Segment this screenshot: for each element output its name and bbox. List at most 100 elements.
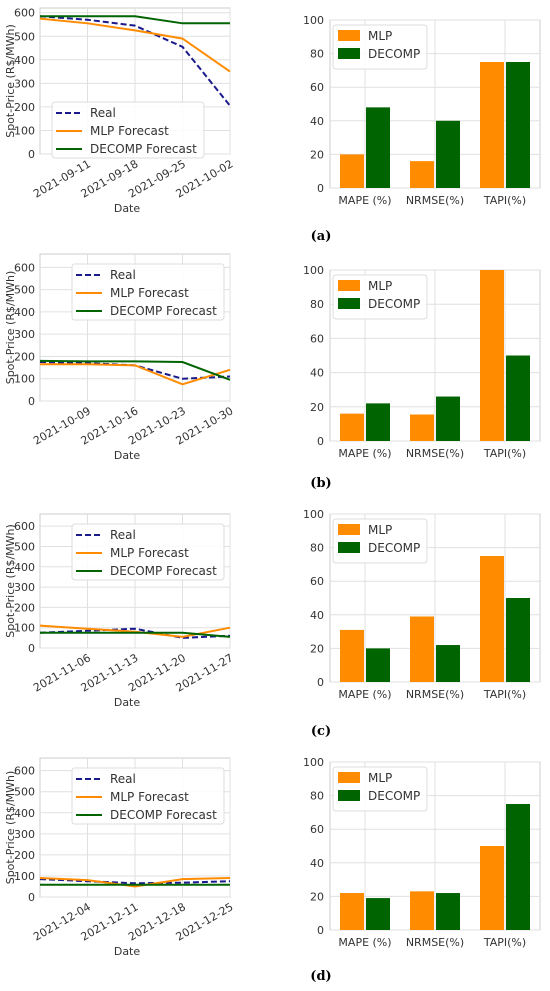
y-tick-label: 80 [310, 790, 324, 803]
y-tick-label: 300 [14, 77, 35, 90]
line-chart-d: 01002003004005006002021-12-042021-12-112… [4, 757, 236, 958]
bar-mlp [410, 891, 434, 930]
y-tick-label: 0 [317, 435, 324, 448]
bar-mlp [480, 270, 504, 441]
x-tick-label: TAPI(%) [483, 447, 526, 460]
legend-label: MLP [368, 29, 392, 43]
legend: Real MLP Forecast DECOMP Forecast [71, 523, 225, 581]
series-line-mlp-forecast [39, 877, 231, 888]
bar-mlp [410, 161, 434, 188]
legend-swatch [338, 280, 360, 291]
y-tick-label: 300 [14, 581, 35, 594]
legend: Real MLP Forecast DECOMP Forecast [71, 263, 225, 321]
legend-label: MLP Forecast [110, 790, 189, 804]
y-tick-label: 0 [28, 148, 35, 161]
bar-decomp [506, 355, 530, 441]
bar-mlp [480, 62, 504, 188]
bar-decomp [366, 898, 390, 930]
legend-label: DECOMP [368, 789, 420, 803]
bar-mlp [340, 154, 364, 188]
x-tick-label: TAPI(%) [483, 194, 526, 207]
legend-label: Real [90, 106, 116, 120]
legend-swatch [338, 48, 360, 59]
legend-label: MLP Forecast [110, 546, 189, 560]
line-chart-a: 01002003004005006002021-09-112021-09-182… [4, 7, 236, 215]
legend-label: DECOMP Forecast [110, 564, 217, 578]
bar-mlp [410, 616, 434, 682]
bar-decomp [366, 403, 390, 441]
panel-caption: (b) [310, 476, 331, 491]
y-tick-label: 400 [14, 561, 35, 574]
y-tick-label: 100 [14, 124, 35, 137]
legend-label: MLP Forecast [110, 286, 189, 300]
y-axis-label: Spot-Price (R$/MWh) [4, 524, 17, 638]
bar-chart-b: 0 20 40 60 80 100 MAPE (%) NRMSE(%) TAPI(%) MLP DE… [303, 264, 541, 460]
y-tick-label: 500 [14, 284, 35, 297]
y-tick-label: 200 [14, 101, 35, 114]
series-line-decomp-forecast [39, 359, 231, 381]
legend-label: DECOMP [368, 297, 420, 311]
y-tick-label: 0 [28, 642, 35, 655]
bar-decomp [436, 645, 460, 682]
legend-label: Real [110, 268, 136, 282]
legend-swatch [338, 298, 360, 309]
bar-decomp [506, 804, 530, 930]
bar-mlp [480, 556, 504, 682]
bar-decomp [506, 598, 530, 682]
series-line-mlp-forecast [39, 17, 231, 73]
y-tick-label: 60 [310, 81, 324, 94]
x-tick-label: TAPI(%) [483, 688, 526, 701]
x-tick-label: MAPE (%) [338, 936, 391, 949]
y-tick-label: 100 [303, 14, 324, 27]
legend-swatch [338, 30, 360, 41]
legend-swatch [338, 790, 360, 801]
x-axis-label: Date [114, 202, 141, 215]
legend-swatch [338, 542, 360, 553]
legend-swatch [338, 772, 360, 783]
legend-label: DECOMP [368, 541, 420, 555]
y-tick-label: 0 [317, 924, 324, 937]
panel-caption: (c) [311, 724, 331, 739]
x-axis-label: Date [114, 945, 141, 958]
bar-decomp [436, 396, 460, 441]
bar-chart-a: 0 20 40 60 80 100 MAPE (%) NRMSE(%) TAPI(%) MLP DE… [303, 14, 541, 207]
x-tick-label: NRMSE(%) [406, 447, 464, 460]
y-tick-label: 600 [14, 765, 35, 778]
series-line-decomp-forecast [40, 15, 230, 25]
y-tick-label: 0 [28, 891, 35, 904]
legend-box [71, 767, 225, 825]
x-tick-label: MAPE (%) [338, 688, 391, 701]
x-tick-label: TAPI(%) [483, 936, 526, 949]
legend-label: DECOMP Forecast [110, 808, 217, 822]
bar-decomp [366, 107, 390, 188]
legend-label: DECOMP Forecast [90, 142, 197, 156]
line-chart-b: 01002003004005006002021-10-092021-10-162… [4, 253, 236, 462]
legend-swatch [338, 524, 360, 535]
legend-label: DECOMP [368, 47, 420, 61]
y-tick-label: 500 [14, 540, 35, 553]
y-tick-label: 60 [310, 575, 324, 588]
legend-label: MLP [368, 523, 392, 537]
legend-box [71, 523, 225, 581]
y-axis-label: Spot-Price (R$/MWh) [4, 24, 17, 138]
x-axis-label: Date [114, 696, 141, 709]
legend: MLP DECOMP [332, 274, 428, 320]
y-tick-label: 500 [14, 30, 35, 43]
series-line-real [39, 627, 231, 639]
y-tick-label: 300 [14, 828, 35, 841]
y-tick-label: 600 [14, 261, 35, 274]
legend-box [71, 263, 225, 321]
y-tick-label: 100 [303, 264, 324, 277]
legend-label: DECOMP Forecast [110, 304, 217, 318]
bar-mlp [340, 893, 364, 930]
y-axis-label: Spot-Price (R$/MWh) [4, 271, 17, 385]
y-tick-label: 200 [14, 350, 35, 363]
legend: Real MLP Forecast DECOMP Forecast [71, 767, 225, 825]
y-tick-label: 40 [310, 857, 324, 870]
bar-decomp [436, 120, 460, 188]
bar-mlp [340, 629, 364, 682]
y-tick-label: 20 [310, 642, 324, 655]
y-tick-label: 400 [14, 306, 35, 319]
legend: Real MLP Forecast DECOMP Forecast [51, 101, 205, 159]
